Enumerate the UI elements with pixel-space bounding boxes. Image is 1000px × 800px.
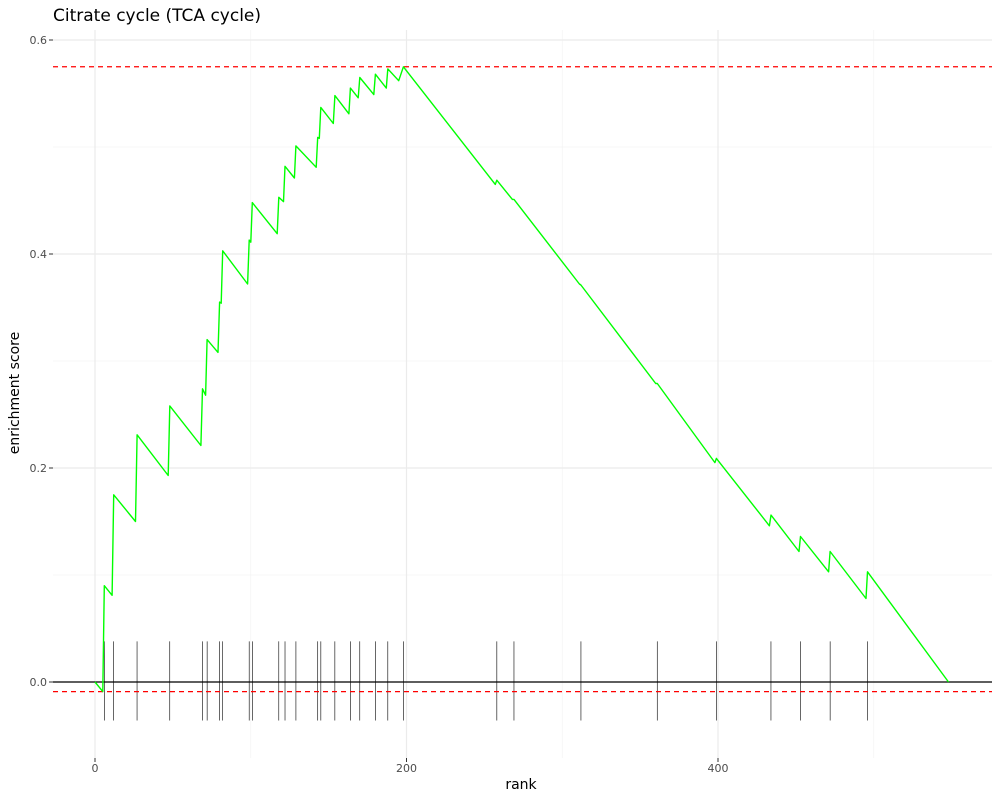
running-score-line bbox=[94, 66, 950, 693]
x-tick-label: 0 bbox=[92, 762, 99, 775]
reference-lines bbox=[53, 66, 992, 693]
x-tick-label: 200 bbox=[396, 762, 417, 775]
hit-markers bbox=[104, 641, 868, 721]
x-tick-label: 400 bbox=[708, 762, 729, 775]
series bbox=[94, 66, 950, 693]
chart-title: Citrate cycle (TCA cycle) bbox=[53, 6, 261, 26]
axes: 0.0 0.2 0.4 0.6 0 200 400 bbox=[30, 34, 729, 775]
y-tick-label: 0.6 bbox=[30, 34, 48, 47]
y-tick-label: 0.4 bbox=[30, 248, 48, 261]
y-axis-label: enrichment score bbox=[7, 332, 23, 454]
x-axis-label: rank bbox=[505, 777, 537, 793]
y-tick-label: 0.0 bbox=[30, 676, 48, 689]
y-tick-label: 0.2 bbox=[30, 462, 48, 475]
grid bbox=[53, 30, 992, 758]
